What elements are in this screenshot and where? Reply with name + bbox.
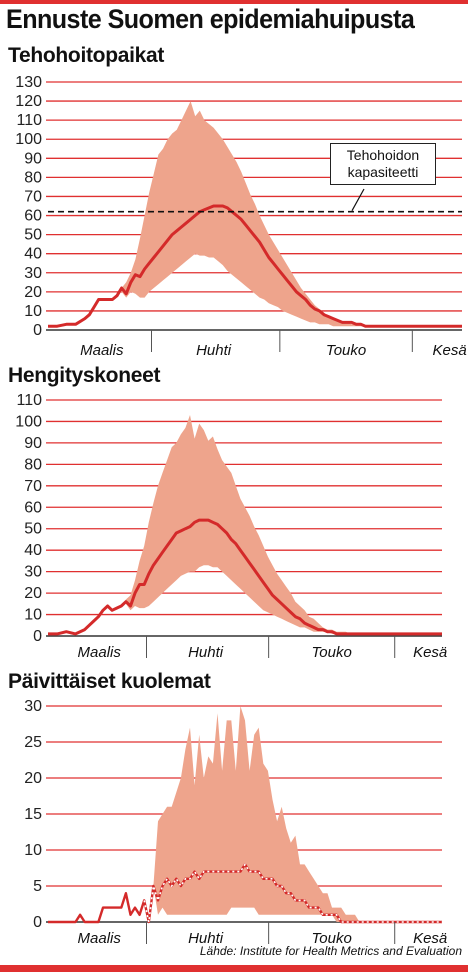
y-tick-label: 50: [24, 227, 42, 244]
y-tick-label: 70: [24, 188, 42, 205]
x-tick-label: Huhti: [188, 930, 224, 947]
x-tick-label: Touko: [312, 644, 352, 661]
x-tick-label: Maalis: [78, 930, 122, 947]
y-tick-label: 60: [24, 499, 42, 516]
y-tick-label: 10: [24, 303, 42, 320]
chart2-title: Hengityskoneet: [8, 364, 161, 387]
capacity-callout-line: [351, 188, 365, 212]
x-tick-label: Kesä: [432, 342, 466, 359]
y-tick-label: 20: [24, 585, 42, 602]
capacity-label-line1: Tehohoidon: [346, 147, 420, 163]
chart3-title: Päivittäiset kuolemat: [8, 670, 211, 693]
capacity-label-line2: kapasiteetti: [347, 164, 419, 180]
y-tick-label: 5: [33, 878, 42, 895]
y-tick-label: 15: [24, 806, 42, 823]
y-tick-label: 20: [24, 770, 42, 787]
y-tick-label: 80: [24, 169, 42, 186]
source-note: Lähde: Institute for Health Metrics and …: [199, 944, 462, 958]
y-tick-label: 30: [24, 564, 42, 581]
x-tick-label: Kesä: [413, 930, 447, 947]
x-tick-label: Maalis: [78, 644, 122, 661]
x-tick-label: Touko: [326, 342, 366, 359]
y-tick-label: 120: [15, 93, 42, 110]
y-tick-label: 80: [24, 456, 42, 473]
y-tick-label: 90: [24, 435, 42, 452]
x-tick-label: Touko: [312, 930, 352, 947]
capacity-label: Tehohoidon kapasiteetti: [330, 143, 436, 185]
forecast-line: [48, 518, 442, 636]
page-title: Ennuste Suomen epidemiahuipusta: [6, 4, 415, 34]
y-tick-label: 0: [33, 914, 42, 931]
y-tick-label: 25: [24, 734, 42, 751]
y-tick-label: 90: [24, 150, 42, 167]
y-tick-label: 30: [24, 265, 42, 282]
chart1-title: Tehohoitopaikat: [8, 44, 165, 67]
y-tick-label: 10: [24, 842, 42, 859]
y-tick-label: 100: [15, 131, 42, 148]
forecast-line: [48, 204, 462, 328]
uncertainty-band: [48, 101, 462, 327]
y-tick-label: 0: [33, 322, 42, 339]
chart-1: 0 10 20 30 40 50 60 70 80 90 100 110 120 130 Maalis Huh…: [15, 74, 466, 359]
y-tick-label: 110: [16, 392, 42, 409]
x-tick-label: Maalis: [80, 342, 124, 359]
x-tick-label: Kesä: [413, 644, 447, 661]
y-tick-label: 20: [24, 284, 42, 301]
y-tick-label: 130: [15, 74, 42, 91]
x-tick-label: Huhti: [196, 342, 232, 359]
top-accent-bar: [0, 0, 468, 4]
chart-3: 0 5 10 15 20 25 30 Maalis Huhti Touko Kesä: [24, 698, 447, 947]
y-tick-label: 10: [24, 607, 42, 624]
bottom-accent-bar: [0, 965, 468, 972]
forecast-dotted-overlay: [143, 862, 442, 923]
y-tick-label: 70: [24, 478, 42, 495]
y-tick-label: 110: [16, 112, 42, 129]
y-tick-label: 100: [15, 413, 42, 430]
y-tick-label: 40: [24, 542, 42, 559]
y-tick-label: 30: [24, 698, 42, 715]
uncertainty-band: [48, 706, 442, 922]
x-tick-label: Huhti: [188, 644, 224, 661]
chart-2: 0 10 20 30 40 50 60 70 80 90 100 110 Maalis Huhti Touk…: [15, 392, 447, 661]
y-tick-label: 60: [24, 208, 42, 225]
uncertainty-band: [48, 415, 442, 634]
y-tick-label: 40: [24, 246, 42, 263]
y-tick-label: 0: [33, 628, 42, 645]
y-tick-label: 50: [24, 521, 42, 538]
